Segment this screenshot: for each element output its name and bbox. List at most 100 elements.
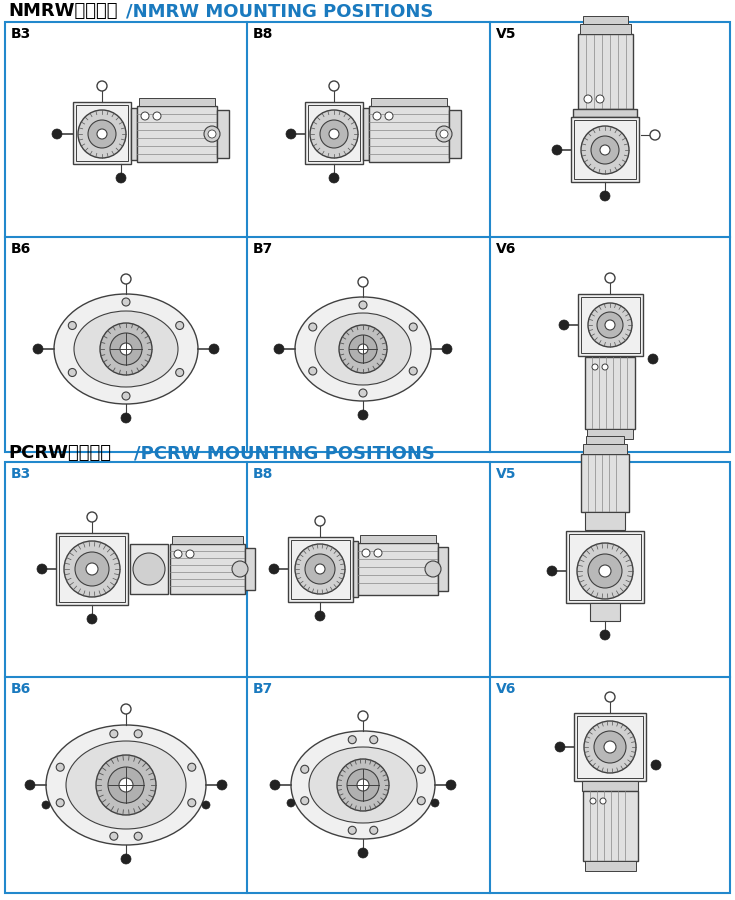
Text: B8: B8	[253, 467, 273, 481]
Circle shape	[359, 301, 367, 309]
Circle shape	[87, 614, 97, 624]
Bar	[578, 34, 633, 109]
Bar	[363, 108, 369, 160]
Bar	[569, 534, 641, 600]
Ellipse shape	[309, 747, 417, 823]
Circle shape	[440, 130, 448, 138]
Circle shape	[555, 742, 565, 752]
Bar	[245, 548, 255, 590]
Circle shape	[56, 763, 64, 771]
Circle shape	[122, 298, 130, 306]
Text: B3: B3	[11, 467, 32, 481]
Circle shape	[315, 516, 325, 526]
Circle shape	[358, 410, 368, 420]
Circle shape	[286, 129, 296, 139]
Bar	[449, 110, 461, 158]
Circle shape	[120, 343, 132, 355]
Circle shape	[315, 611, 325, 621]
Circle shape	[370, 826, 378, 834]
Circle shape	[52, 129, 62, 139]
Circle shape	[87, 512, 97, 522]
Bar	[577, 716, 643, 778]
Circle shape	[121, 704, 131, 714]
Circle shape	[552, 145, 562, 155]
Circle shape	[33, 344, 43, 354]
Circle shape	[110, 333, 142, 365]
Bar	[170, 544, 245, 594]
Circle shape	[78, 110, 126, 158]
Circle shape	[577, 543, 633, 599]
Text: V6: V6	[496, 682, 517, 696]
Circle shape	[385, 112, 393, 120]
Bar	[358, 543, 438, 595]
Text: B3: B3	[11, 27, 32, 41]
Circle shape	[121, 274, 131, 284]
Circle shape	[337, 759, 389, 811]
Bar	[130, 544, 168, 594]
Text: B7: B7	[253, 682, 273, 696]
Bar	[353, 541, 358, 597]
Circle shape	[56, 799, 64, 806]
Bar	[360, 535, 436, 543]
Text: B6: B6	[11, 242, 32, 256]
Circle shape	[232, 561, 248, 577]
Circle shape	[209, 344, 219, 354]
Circle shape	[153, 112, 161, 120]
Bar	[585, 861, 636, 871]
Circle shape	[425, 561, 441, 577]
Circle shape	[599, 565, 611, 577]
Circle shape	[287, 799, 295, 807]
Bar	[131, 108, 137, 160]
Circle shape	[594, 731, 626, 763]
Circle shape	[176, 368, 184, 376]
Circle shape	[75, 552, 109, 586]
Ellipse shape	[66, 741, 186, 829]
Circle shape	[651, 760, 661, 770]
Circle shape	[588, 554, 622, 588]
Circle shape	[358, 277, 368, 287]
Bar	[585, 357, 635, 429]
Circle shape	[339, 325, 387, 373]
Circle shape	[119, 778, 133, 792]
Circle shape	[600, 191, 610, 201]
Circle shape	[187, 799, 196, 806]
Text: PCRW安装方式: PCRW安装方式	[8, 444, 111, 462]
Circle shape	[315, 564, 325, 574]
Circle shape	[135, 832, 142, 841]
Bar	[582, 781, 638, 791]
Circle shape	[320, 120, 348, 148]
Circle shape	[100, 323, 152, 375]
Bar	[590, 603, 620, 621]
Bar	[583, 791, 638, 861]
Circle shape	[359, 389, 367, 397]
Circle shape	[373, 112, 381, 120]
Bar	[369, 106, 449, 162]
Circle shape	[305, 554, 335, 584]
Circle shape	[600, 798, 606, 804]
Bar	[580, 24, 631, 34]
Circle shape	[110, 832, 118, 841]
Bar	[583, 16, 628, 24]
Circle shape	[186, 550, 194, 558]
Circle shape	[600, 145, 610, 155]
Bar	[371, 98, 447, 106]
Circle shape	[436, 126, 452, 142]
Circle shape	[270, 780, 280, 790]
Bar	[5, 462, 730, 893]
Bar	[586, 436, 624, 444]
Circle shape	[301, 765, 309, 773]
Circle shape	[187, 763, 196, 771]
Circle shape	[88, 120, 116, 148]
Ellipse shape	[291, 731, 435, 839]
Circle shape	[301, 796, 309, 805]
Circle shape	[217, 780, 227, 790]
Circle shape	[592, 364, 598, 370]
Circle shape	[446, 780, 456, 790]
Circle shape	[135, 730, 142, 738]
Bar	[585, 512, 625, 530]
Circle shape	[605, 692, 615, 702]
Circle shape	[121, 413, 131, 423]
Bar	[291, 540, 350, 599]
Bar	[581, 297, 640, 353]
Bar	[438, 547, 448, 591]
